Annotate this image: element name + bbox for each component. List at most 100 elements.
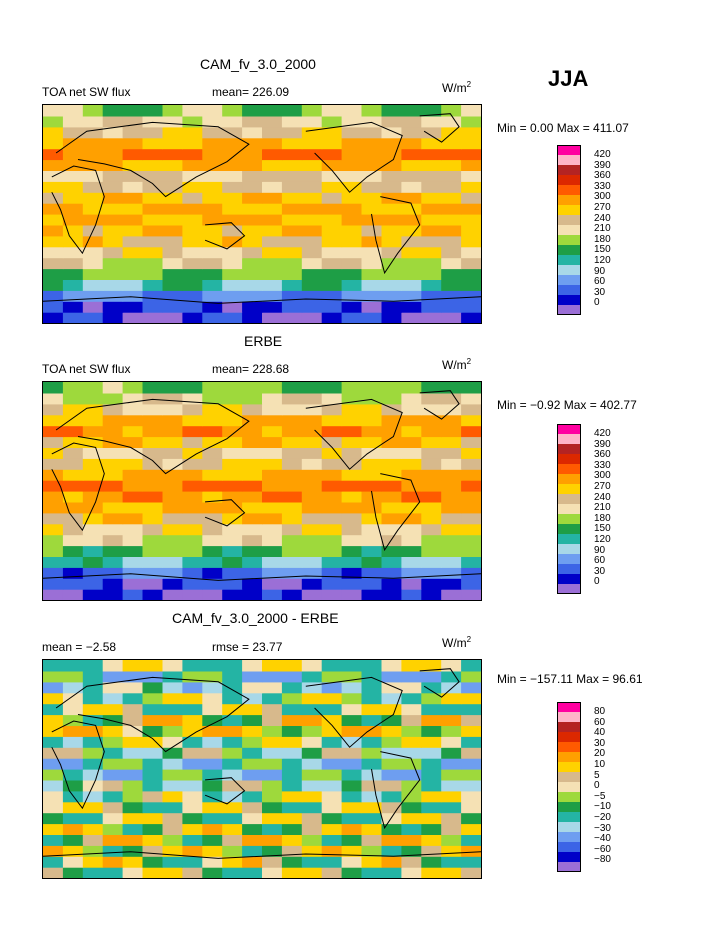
- field-cell: [43, 192, 64, 204]
- panel2-colorbar: [557, 424, 581, 594]
- field-cell: [43, 545, 64, 557]
- field-cell: [381, 589, 402, 600]
- field-cell: [421, 714, 442, 726]
- field-cell: [401, 115, 422, 128]
- colorbar-swatch: [557, 574, 581, 584]
- field-cell: [321, 769, 343, 781]
- field-cell: [341, 725, 363, 737]
- field-cell: [102, 403, 124, 416]
- field-cell: [301, 257, 323, 270]
- field-cell: [301, 736, 323, 748]
- field-cell: [62, 115, 84, 128]
- field-cell: [341, 290, 363, 302]
- colorbar-tick-label: −5: [594, 790, 606, 802]
- field-cell: [82, 126, 104, 139]
- field-cell: [182, 736, 203, 748]
- field-cell: [62, 414, 84, 427]
- field-cell: [62, 725, 84, 737]
- field-cell: [401, 779, 422, 792]
- field-cell: [381, 769, 402, 781]
- field-cell: [262, 523, 283, 536]
- field-cell: [461, 534, 481, 547]
- field-cell: [401, 747, 422, 759]
- field-cell: [162, 392, 183, 405]
- field-cell: [182, 556, 203, 568]
- field-cell: [341, 501, 363, 514]
- field-cell: [242, 823, 263, 835]
- field-cell: [82, 268, 104, 280]
- field-cell: [321, 159, 343, 171]
- field-cell: [102, 567, 124, 579]
- field-cell: [122, 790, 144, 803]
- field-cell: [301, 523, 323, 536]
- field-cell: [43, 736, 64, 748]
- field-cell: [361, 214, 382, 226]
- field-cell: [142, 192, 163, 204]
- field-cell: [102, 126, 124, 139]
- colorbar-swatch: [557, 195, 581, 205]
- field-cell: [401, 501, 422, 514]
- field-cell: [281, 812, 303, 825]
- field-cell: [262, 703, 283, 716]
- field-cell: [361, 556, 382, 568]
- colorbar-swatch: [557, 205, 581, 215]
- field-cell: [341, 480, 363, 492]
- field-cell: [43, 812, 64, 825]
- field-cell: [202, 512, 223, 525]
- field-cell: [242, 382, 263, 394]
- field-cell: [62, 867, 84, 878]
- field-cell: [43, 703, 64, 716]
- field-cell: [262, 692, 283, 705]
- field-cell: [301, 279, 323, 291]
- field-cell: [281, 801, 303, 814]
- field-cell: [142, 523, 163, 536]
- field-cell: [122, 403, 144, 416]
- field-cell: [321, 257, 343, 270]
- field-cell: [182, 392, 203, 405]
- field-cell: [301, 790, 323, 803]
- field-cell: [321, 414, 343, 427]
- field-cell: [162, 115, 183, 128]
- field-cell: [381, 224, 402, 237]
- field-cell: [82, 736, 104, 748]
- field-cell: [461, 301, 481, 313]
- field-cell: [361, 834, 382, 846]
- field-cell: [82, 670, 104, 683]
- field-cell: [82, 290, 104, 302]
- field-cell: [82, 769, 104, 781]
- field-cell: [222, 823, 243, 835]
- field-cell: [381, 823, 402, 835]
- field-cell: [242, 801, 263, 814]
- field-cell: [321, 779, 343, 792]
- field-cell: [102, 224, 124, 237]
- field-cell: [43, 512, 64, 525]
- colorbar-swatch: [557, 752, 581, 762]
- field-cell: [43, 491, 64, 503]
- field-cell: [401, 867, 422, 878]
- colorbar-swatch: [557, 255, 581, 265]
- field-cell: [182, 170, 203, 182]
- field-cell: [401, 203, 422, 215]
- field-cell: [441, 170, 462, 182]
- field-cell: [301, 126, 323, 139]
- field-cell: [222, 589, 243, 600]
- field-cell: [281, 224, 303, 237]
- field-cell: [142, 382, 163, 394]
- field-cell: [82, 834, 104, 846]
- field-cell: [401, 512, 422, 525]
- field-cell: [122, 670, 144, 683]
- field-cell: [441, 856, 462, 868]
- field-cell: [182, 382, 203, 394]
- field-cell: [142, 312, 163, 323]
- field-cell: [82, 545, 104, 557]
- field-cell: [421, 403, 442, 416]
- field-cell: [182, 790, 203, 803]
- field-cell: [401, 257, 422, 270]
- field-cell: [281, 567, 303, 579]
- field-cell: [82, 246, 104, 259]
- field-cell: [82, 301, 104, 313]
- field-cell: [381, 301, 402, 313]
- field-cell: [281, 414, 303, 427]
- field-cell: [341, 192, 363, 204]
- field-cell: [122, 769, 144, 781]
